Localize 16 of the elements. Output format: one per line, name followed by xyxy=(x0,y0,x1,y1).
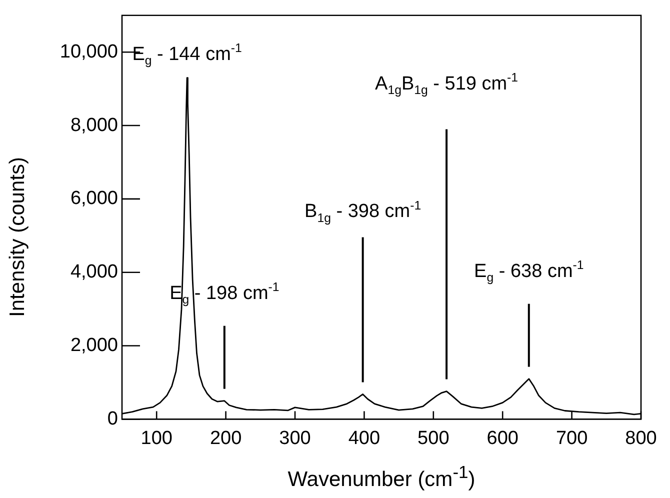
x-tick-label: 400 xyxy=(348,428,380,449)
y-axis-title: Intensity (counts) xyxy=(6,156,30,319)
y-tick-label: 10,000 xyxy=(60,41,118,62)
y-tick-label: 6,000 xyxy=(70,188,118,210)
x-tick-label: 800 xyxy=(625,428,657,449)
y-tick-label: 4,000 xyxy=(70,262,118,283)
x-axis-title: Wavenumber (cm$^{-1}$) xyxy=(286,462,476,492)
x-tick-label: 100 xyxy=(140,428,172,449)
x-tick-label: 300 xyxy=(279,428,311,449)
x-tick-label: 700 xyxy=(556,428,588,449)
y-tick-label: 0 xyxy=(107,408,118,430)
x-tick-label: 200 xyxy=(210,428,242,449)
x-tick-label: 600 xyxy=(486,428,518,449)
y-tick-label: 8,000 xyxy=(70,114,118,136)
x-tick-label: 500 xyxy=(418,428,450,449)
y-tick-label: 2,000 xyxy=(70,335,118,356)
